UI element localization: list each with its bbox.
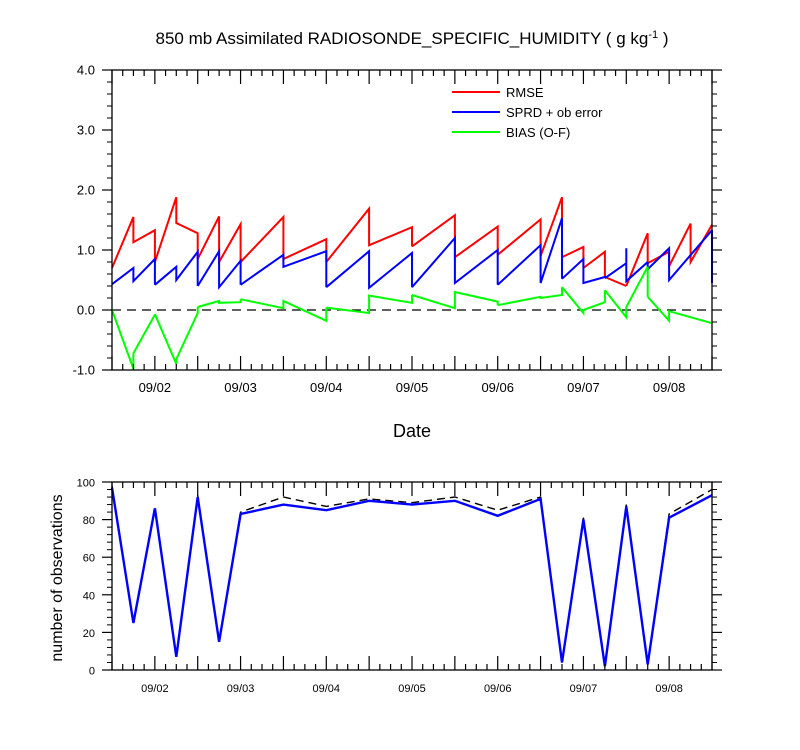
series-bias-o-f-line	[111, 309, 156, 370]
series-rmse-line	[668, 223, 713, 267]
series-bias-o-f-line	[411, 290, 499, 310]
top-chart-y-tick-label: 3.0	[77, 123, 95, 138]
bottom-chart-y-tick-label: 20	[83, 628, 95, 640]
series-rmse-line	[582, 249, 627, 287]
top-chart-y-tick-label: 0.0	[77, 303, 95, 318]
legend: RMSE SPRD + ob error BIAS (O-F)	[452, 85, 603, 140]
series-sprd-ob-error-line	[325, 249, 413, 290]
series-sprd-ob-error-line	[111, 256, 156, 285]
bottom-chart-x-tick-label: 09/07	[570, 683, 598, 695]
series-rmse-line	[497, 217, 542, 256]
series-sprd-ob-error-line	[497, 217, 563, 286]
top-chart-axes: 09/02 09/03 09/04 09/05 09/06 09/07 09/08 -1.0 0…	[73, 63, 722, 395]
bottom-chart-x-tick-label: 09/06	[484, 683, 512, 695]
series-sprd-ob-error-line	[240, 249, 328, 288]
bottom-chart-y-tick-label: 40	[83, 590, 95, 602]
bottom-chart-axes: 09/02 09/03 09/04 09/05 09/06 09/07 09/08 0 20 40…	[77, 478, 722, 695]
series-bias-o-f-line	[561, 286, 606, 316]
top-chart-x-tick-label: 09/03	[224, 380, 257, 395]
bottom-chart-y-tick-label: 100	[77, 478, 95, 490]
top-chart-x-axis-title: Date	[393, 421, 431, 441]
series-bias-o-f-line	[197, 299, 242, 308]
legend-label-bias-o-f: BIAS (O-F)	[506, 125, 570, 140]
top-chart-series	[111, 196, 713, 370]
bottom-chart-x-tick-label: 09/03	[227, 683, 255, 695]
bottom-chart-y-axis-title: number of observations	[49, 494, 66, 661]
bottom-chart-y-tick-label: 60	[83, 553, 95, 565]
series-sprd-ob-error-line	[604, 248, 649, 284]
series-rmse-line	[111, 216, 156, 269]
bottom-chart-x-tick-label: 09/08	[655, 683, 683, 695]
series-rmse-line	[325, 205, 413, 263]
series-sprd-ob-error-line	[154, 248, 199, 286]
bottom-chart-y-tick-label: 80	[83, 515, 95, 527]
legend-label-rmse: RMSE	[506, 85, 544, 100]
bottom-chart-x-tick-label: 09/05	[398, 683, 426, 695]
series-bias-o-f-line	[153, 307, 199, 365]
series-bias-o-f-line	[604, 266, 649, 321]
series-sprd-ob-error-line	[411, 235, 499, 288]
top-chart-y-tick-label: 4.0	[77, 63, 95, 78]
top-chart-frame	[111, 69, 713, 371]
top-chart-y-tick-label: 1.0	[77, 243, 95, 258]
top-chart-x-tick-label: 09/04	[310, 380, 343, 395]
bottom-chart-frame	[111, 481, 713, 671]
top-chart-x-tick-label: 09/02	[139, 380, 172, 395]
series-bias-o-f-line	[646, 296, 713, 325]
chart-title: 850 mb Assimilated RADIOSONDE_SPECIFIC_H…	[156, 29, 669, 48]
top-chart-x-tick-label: 09/05	[396, 380, 429, 395]
series-sprd-ob-error-line	[561, 256, 606, 285]
top-chart-y-tick-label: 2.0	[77, 183, 95, 198]
series-bias-o-f-line	[497, 287, 563, 307]
series-bias-o-f-line	[240, 298, 328, 323]
bottom-chart-series	[110, 485, 713, 667]
top-chart-x-tick-label: 09/08	[653, 380, 686, 395]
series-possible-observations-line	[111, 485, 713, 667]
top-chart-x-tick-label: 09/06	[481, 380, 514, 395]
top-chart-y-tick-label: -1.0	[73, 363, 95, 378]
bottom-chart-y-tick-label: 0	[89, 666, 95, 678]
series-rmse-line	[153, 196, 199, 263]
top-chart-x-tick-label: 09/07	[567, 380, 600, 395]
series-assimilated-observations-line	[110, 487, 713, 667]
series-bias-o-f-line	[326, 294, 413, 315]
series-sprd-ob-error-line	[196, 247, 242, 291]
series-sprd-ob-error-line	[646, 229, 713, 283]
bottom-chart-x-tick-label: 09/04	[313, 683, 341, 695]
legend-label-sprd-ob-error: SPRD + ob error	[506, 105, 603, 120]
bottom-chart-x-tick-label: 09/02	[141, 683, 169, 695]
